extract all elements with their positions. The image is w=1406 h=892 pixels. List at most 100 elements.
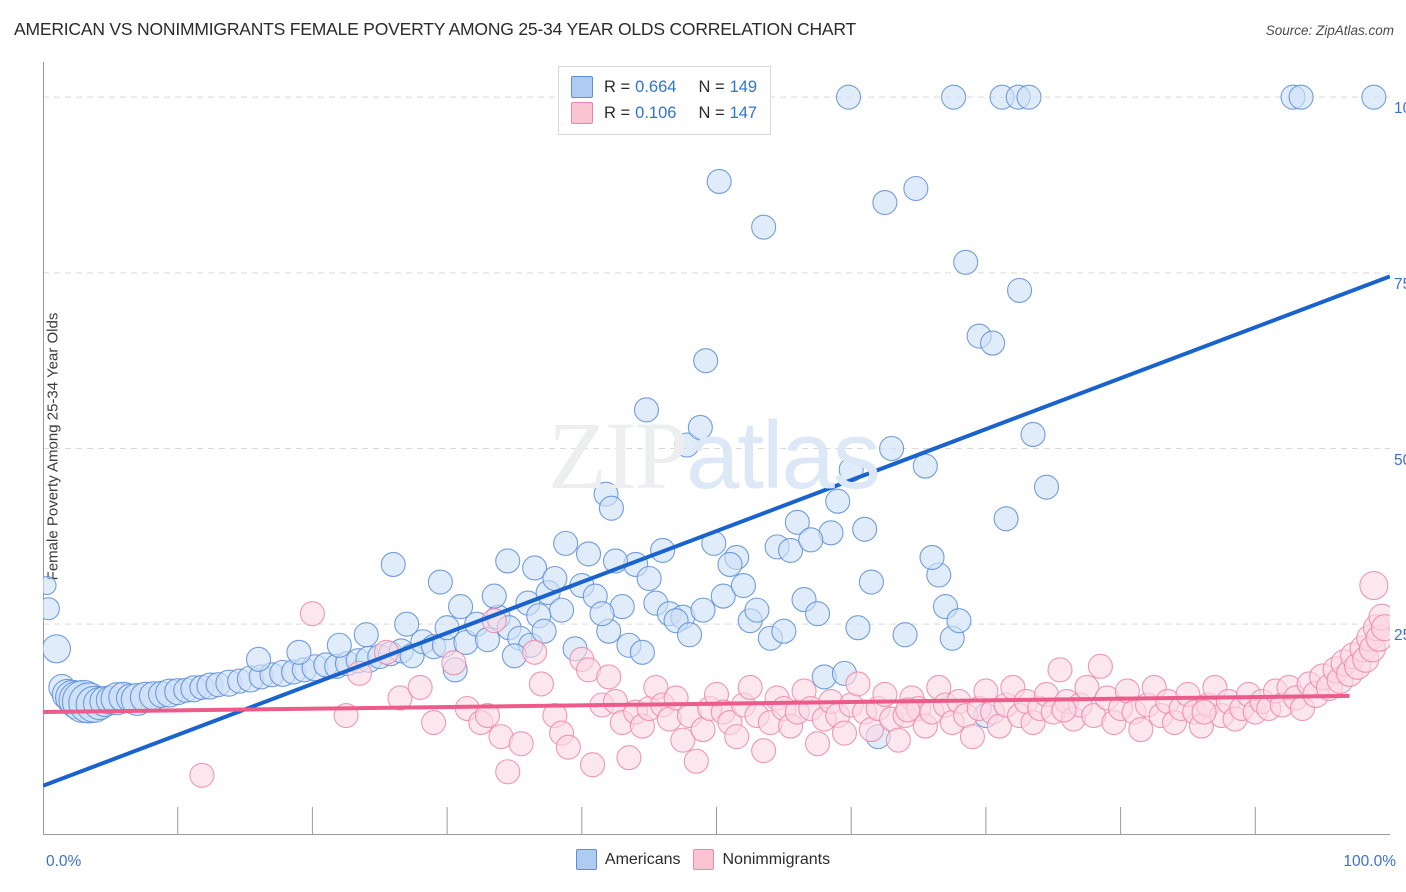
data-point	[730, 572, 756, 599]
data-point	[481, 583, 507, 609]
data-point	[387, 685, 413, 711]
americans-legend-label: Americans	[604, 850, 681, 868]
data-point	[394, 611, 420, 637]
data-point	[677, 622, 703, 648]
trendline-americans	[43, 274, 1390, 788]
data-point	[549, 597, 575, 623]
source-attribution: Source: ZipAtlas.com	[1265, 23, 1394, 38]
data-point	[286, 639, 312, 665]
data-point	[804, 731, 831, 757]
data-point	[1087, 653, 1113, 679]
x-tick-label-max: 100.0%	[1343, 853, 1396, 870]
data-point	[784, 509, 810, 535]
americans-r-label: R =	[604, 77, 631, 96]
data-point	[941, 84, 967, 110]
series-points-nonimmigrants	[189, 570, 1390, 788]
y-tick-label-100: 100.0%	[1394, 100, 1406, 118]
x-tick-label-min: 0.0%	[46, 853, 82, 870]
plot-area	[43, 62, 1390, 835]
data-point	[633, 397, 660, 423]
data-point	[1033, 474, 1060, 500]
stats-row-nonimmigrants: R = 0.106 N = 147	[571, 100, 757, 126]
americans-n-value: 149	[729, 77, 758, 96]
data-point	[683, 748, 709, 774]
data-point	[1007, 277, 1033, 303]
data-point	[1047, 657, 1073, 683]
series-legend: Americans Nonimmigrants	[0, 849, 1406, 870]
data-point	[835, 84, 862, 110]
data-point	[674, 432, 700, 458]
nonimmigrants-n-value: 147	[729, 103, 758, 122]
data-point	[1191, 699, 1217, 725]
data-point	[43, 575, 57, 596]
data-point	[1128, 717, 1154, 743]
data-point	[751, 214, 777, 240]
data-point	[751, 738, 777, 764]
data-point	[598, 495, 624, 521]
data-point	[872, 190, 898, 216]
series-points-americans	[43, 84, 1387, 750]
trendline-nonimmigrants	[43, 693, 1350, 715]
data-point	[724, 724, 750, 750]
nonimmigrants-legend-label: Nonimmigrants	[722, 850, 831, 868]
data-point	[710, 583, 736, 609]
data-point	[1361, 84, 1387, 110]
data-point	[1020, 421, 1046, 448]
data-point	[845, 671, 871, 697]
data-point	[993, 506, 1019, 532]
scatter-plot-svg	[43, 62, 1390, 835]
data-point	[407, 674, 433, 700]
legend-entry-americans[interactable]: Americans	[575, 849, 681, 870]
data-point	[693, 348, 719, 374]
data-point	[771, 618, 797, 644]
data-point	[555, 734, 581, 760]
data-point	[353, 622, 379, 648]
data-point	[852, 516, 878, 542]
page-title: AMERICAN VS NONIMMIGRANTS FEMALE POVERTY…	[14, 19, 857, 39]
data-point	[690, 717, 716, 743]
data-point	[189, 762, 215, 788]
nonimmigrants-r-value: 0.106	[635, 103, 677, 122]
data-point	[616, 745, 642, 771]
data-point	[895, 697, 921, 723]
data-point	[690, 597, 716, 623]
data-point	[299, 601, 325, 627]
data-point	[980, 330, 1006, 356]
y-tick-label-75: 75.0%	[1394, 275, 1406, 293]
data-point	[1371, 614, 1390, 642]
data-point	[858, 569, 884, 595]
data-point	[946, 608, 972, 634]
data-point	[1359, 570, 1389, 601]
americans-r-value: 0.664	[635, 77, 677, 96]
data-point	[43, 634, 72, 664]
americans-swatch-icon	[571, 76, 593, 98]
data-point	[380, 551, 406, 578]
data-point	[522, 639, 548, 665]
data-point	[245, 646, 272, 672]
data-point	[831, 720, 858, 746]
data-point	[706, 168, 732, 195]
data-point	[427, 569, 453, 595]
americans-n-label: N =	[698, 77, 725, 96]
data-point	[879, 435, 905, 462]
data-point	[474, 702, 501, 729]
americans-legend-swatch-icon	[575, 849, 597, 870]
correlation-stats-legend: R = 0.664 N = 149 R = 0.106 N = 147	[558, 66, 772, 135]
data-point	[636, 565, 662, 592]
data-point	[1051, 697, 1077, 723]
legend-entry-nonimmigrants[interactable]: Nonimmigrants	[693, 849, 830, 870]
data-point	[903, 175, 929, 202]
data-point	[804, 601, 831, 627]
data-point	[553, 530, 579, 556]
data-point	[912, 453, 938, 479]
data-point	[687, 414, 713, 440]
data-point	[596, 664, 622, 690]
data-point	[953, 249, 979, 275]
data-point	[448, 594, 474, 620]
stats-row-americans: R = 0.664 N = 149	[571, 74, 757, 100]
y-tick-label-50: 50.0%	[1394, 451, 1406, 469]
nonimmigrants-n-label: N =	[698, 103, 725, 122]
data-point	[326, 632, 352, 658]
data-point	[1288, 84, 1314, 110]
